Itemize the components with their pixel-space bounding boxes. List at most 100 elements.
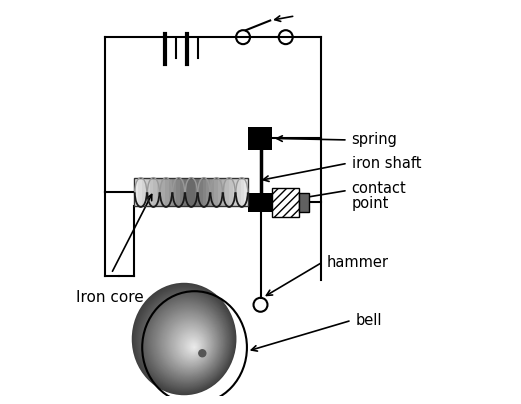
Ellipse shape bbox=[180, 332, 204, 359]
Ellipse shape bbox=[186, 339, 200, 354]
Ellipse shape bbox=[169, 322, 212, 366]
Ellipse shape bbox=[135, 286, 234, 393]
Text: hammer: hammer bbox=[327, 255, 389, 269]
Bar bbox=[206, 178, 210, 206]
Bar bbox=[226, 178, 230, 206]
Ellipse shape bbox=[161, 313, 217, 373]
Bar bbox=[138, 178, 142, 206]
Bar bbox=[241, 178, 245, 206]
Bar bbox=[150, 178, 154, 206]
Ellipse shape bbox=[175, 327, 208, 362]
Ellipse shape bbox=[132, 283, 237, 395]
Bar bbox=[184, 178, 188, 206]
Text: iron shaft: iron shaft bbox=[352, 156, 421, 171]
Bar bbox=[157, 178, 162, 206]
Ellipse shape bbox=[134, 285, 235, 393]
Ellipse shape bbox=[163, 315, 216, 371]
Bar bbox=[214, 178, 218, 206]
Ellipse shape bbox=[157, 309, 220, 376]
Ellipse shape bbox=[143, 295, 229, 387]
Bar bbox=[299, 193, 309, 212]
Ellipse shape bbox=[162, 314, 216, 372]
Bar bbox=[199, 178, 203, 206]
Ellipse shape bbox=[189, 342, 198, 351]
Bar bbox=[176, 178, 180, 206]
Bar bbox=[142, 178, 146, 206]
Ellipse shape bbox=[150, 301, 225, 382]
Ellipse shape bbox=[185, 338, 201, 355]
Ellipse shape bbox=[153, 304, 222, 379]
Ellipse shape bbox=[183, 336, 202, 356]
Ellipse shape bbox=[182, 335, 203, 357]
Ellipse shape bbox=[139, 290, 231, 390]
Ellipse shape bbox=[140, 291, 231, 389]
Ellipse shape bbox=[193, 346, 195, 348]
Ellipse shape bbox=[173, 326, 208, 363]
Bar bbox=[165, 178, 169, 206]
Ellipse shape bbox=[136, 287, 233, 392]
Ellipse shape bbox=[191, 344, 196, 350]
Ellipse shape bbox=[138, 289, 232, 390]
Bar bbox=[248, 193, 272, 212]
Bar bbox=[134, 178, 248, 206]
Ellipse shape bbox=[179, 331, 205, 360]
Bar bbox=[134, 178, 139, 206]
Ellipse shape bbox=[165, 317, 214, 370]
Ellipse shape bbox=[158, 310, 219, 375]
Ellipse shape bbox=[142, 294, 229, 387]
Bar bbox=[237, 178, 241, 206]
Bar bbox=[168, 178, 173, 206]
Bar bbox=[172, 178, 177, 206]
Ellipse shape bbox=[141, 292, 230, 388]
Ellipse shape bbox=[168, 320, 212, 367]
Bar bbox=[161, 178, 165, 206]
Ellipse shape bbox=[152, 303, 223, 380]
Bar bbox=[210, 178, 214, 206]
Text: point: point bbox=[352, 196, 389, 211]
Ellipse shape bbox=[156, 307, 220, 377]
Bar bbox=[180, 178, 184, 206]
Bar bbox=[221, 178, 226, 206]
Ellipse shape bbox=[164, 316, 215, 370]
Ellipse shape bbox=[146, 298, 227, 384]
Ellipse shape bbox=[159, 311, 218, 375]
Ellipse shape bbox=[178, 330, 206, 360]
Bar bbox=[195, 178, 199, 206]
Ellipse shape bbox=[160, 312, 218, 374]
Ellipse shape bbox=[188, 341, 199, 352]
Ellipse shape bbox=[172, 325, 209, 364]
Ellipse shape bbox=[181, 333, 204, 358]
Bar bbox=[188, 178, 192, 206]
Text: spring: spring bbox=[352, 133, 398, 147]
Circle shape bbox=[199, 350, 206, 357]
Bar bbox=[272, 187, 299, 217]
Text: Iron core: Iron core bbox=[76, 290, 144, 305]
Bar bbox=[203, 178, 207, 206]
Ellipse shape bbox=[155, 307, 221, 378]
Ellipse shape bbox=[133, 284, 236, 394]
Ellipse shape bbox=[177, 329, 206, 361]
Ellipse shape bbox=[171, 324, 210, 365]
Bar bbox=[146, 178, 150, 206]
Bar bbox=[248, 127, 272, 149]
Ellipse shape bbox=[166, 318, 214, 369]
Ellipse shape bbox=[137, 288, 233, 391]
Ellipse shape bbox=[192, 345, 196, 349]
Bar bbox=[233, 178, 237, 206]
Ellipse shape bbox=[176, 328, 207, 362]
Ellipse shape bbox=[148, 300, 225, 383]
Ellipse shape bbox=[187, 340, 200, 353]
Text: contact: contact bbox=[352, 181, 406, 196]
Bar bbox=[191, 178, 195, 206]
Ellipse shape bbox=[154, 305, 222, 379]
Ellipse shape bbox=[144, 296, 228, 386]
Bar bbox=[244, 178, 249, 206]
Ellipse shape bbox=[167, 320, 213, 368]
Ellipse shape bbox=[190, 343, 197, 351]
Ellipse shape bbox=[170, 323, 210, 366]
Bar bbox=[218, 178, 222, 206]
Bar bbox=[153, 178, 157, 206]
Bar bbox=[229, 178, 233, 206]
Ellipse shape bbox=[151, 302, 224, 381]
Text: bell: bell bbox=[355, 313, 382, 328]
